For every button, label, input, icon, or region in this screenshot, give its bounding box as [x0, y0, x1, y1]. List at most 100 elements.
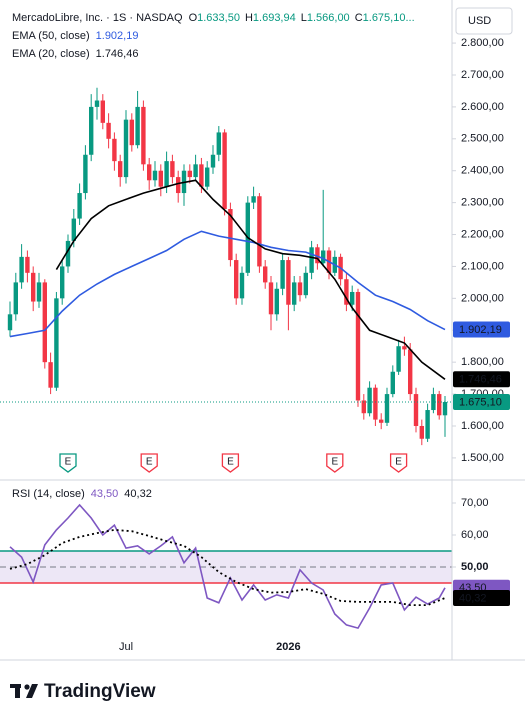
event-label: E [331, 457, 338, 468]
legend-value: 40,32 [124, 488, 152, 500]
candle-body [77, 193, 82, 219]
candle-body [408, 349, 413, 395]
y-tick-label: 1.800,00 [461, 356, 504, 368]
candle-body [384, 394, 390, 423]
candle-body [199, 164, 204, 187]
candle-body [25, 256, 30, 273]
event-marker [140, 453, 158, 473]
candle-body [361, 400, 366, 414]
candle-body [286, 260, 291, 305]
candle-body [425, 410, 430, 439]
price-label: 1.746,46 [459, 374, 502, 386]
legend-layer: USD MercadoLibre, Inc. · 1S · NASDAQ O 1.6… [10, 7, 513, 702]
ohlc-key: L [301, 12, 307, 24]
y-tick-label: 2.000,00 [461, 292, 504, 304]
ohlc-key: C [355, 12, 363, 24]
candle-body [106, 122, 111, 139]
symbol: MercadoLibre, Inc. · 1S · NASDAQ [12, 12, 183, 24]
y-tick-label: 2.100,00 [461, 260, 504, 272]
line-series [9, 230, 446, 338]
candle-body [94, 100, 100, 107]
y-tick-label: 2.800,00 [461, 37, 504, 49]
event-label: E [146, 457, 153, 468]
candle-body [152, 170, 158, 181]
candle-body [71, 218, 76, 241]
currency: USD [468, 15, 491, 27]
candle-body [321, 250, 326, 264]
ohlc-key: O [189, 12, 198, 24]
rsi-legend: RSI (14, close) 43,50 40,32 [12, 488, 152, 500]
ohlc-value: 1.675,10... [363, 12, 415, 24]
legend-name: EMA (20, close) [12, 48, 90, 60]
ema-legend: EMA (50, close) 1.902,19 [12, 30, 138, 42]
price-label-box [453, 371, 510, 388]
price-label-box [453, 321, 510, 338]
line-series [55, 179, 446, 380]
event-marker [221, 453, 240, 473]
candle-body [379, 419, 384, 423]
candle-body [176, 177, 181, 194]
candle-body [65, 240, 71, 267]
candle-body [228, 209, 233, 261]
candle-body [135, 106, 140, 146]
brand: TradingView [44, 681, 156, 702]
price-pane: 2.800,00 2.700,00 2.600,00 2.500,00 2.400,00… [0, 37, 510, 653]
candle-body [60, 266, 65, 299]
candle-body [292, 282, 297, 305]
candle-body [274, 288, 279, 315]
event-label: E [227, 457, 234, 468]
candle-body [19, 256, 24, 283]
candle-body [344, 279, 349, 305]
candle-body [170, 161, 175, 178]
logo-shape [15, 684, 20, 698]
price-label: 1.902,19 [459, 324, 502, 336]
line-series [9, 528, 446, 606]
logo: TradingView [10, 681, 156, 702]
candle-body [210, 154, 216, 168]
candle-body [89, 106, 94, 155]
ohlc-value: 1.566,00 [307, 12, 350, 24]
y-tick-label: 70,00 [461, 497, 489, 509]
x-tick-label: Jul [119, 641, 133, 653]
candle-body [158, 170, 163, 187]
currency-box [455, 7, 513, 35]
legend-name: RSI (14, close) [12, 488, 85, 500]
legend-value: 1.902,19 [96, 30, 139, 42]
candle-body [13, 282, 18, 315]
candle-body [193, 164, 198, 178]
x-tick-label: 2026 [276, 641, 300, 653]
candle-body [437, 394, 442, 416]
y-tick-label: 2.600,00 [461, 101, 504, 113]
candle-body [373, 387, 378, 420]
candle-body [222, 132, 227, 210]
event-label: E [65, 457, 72, 468]
price-label-box [453, 394, 510, 411]
event-marker [59, 453, 77, 473]
candle-body [297, 282, 303, 296]
candle-body [187, 170, 192, 178]
candle-body [431, 394, 436, 411]
candle-body [239, 272, 245, 299]
candle-body [234, 260, 239, 299]
candle-body [402, 346, 407, 350]
candle-body [54, 298, 59, 388]
y-tick-label: 1.500,00 [461, 452, 504, 464]
candle-body [396, 346, 401, 372]
candle-body [268, 282, 274, 315]
y-tick-label: 60,00 [461, 529, 489, 541]
candle-body [118, 161, 123, 178]
price-label-box [453, 589, 510, 606]
candle-body [36, 282, 42, 302]
event-marker [389, 453, 408, 473]
candle-body [251, 196, 256, 203]
candle-body [129, 119, 134, 146]
legend-value: 1.746,46 [96, 48, 139, 60]
candle-body [413, 394, 419, 426]
candle-body [216, 132, 221, 155]
candle-body [147, 164, 152, 181]
candle-body [7, 314, 13, 331]
candle-body [164, 161, 169, 187]
candle-body [309, 247, 314, 273]
